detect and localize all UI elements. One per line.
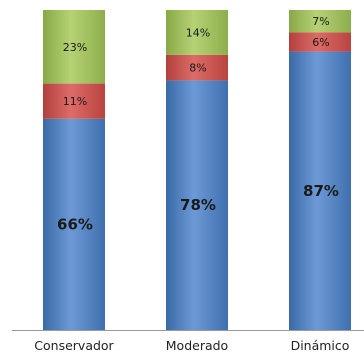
bar-segment-red-dinamico — [289, 32, 351, 52]
bar-segment-green-conservador — [43, 10, 105, 84]
data-label-blue-moderado: 78% — [180, 196, 216, 214]
bar-segment-red-moderado — [166, 54, 228, 81]
bar-segment-green-dinamico — [289, 10, 351, 33]
data-label-blue-dinamico: 87% — [303, 182, 339, 200]
x-tick-label-moderado: Moderado — [166, 338, 228, 353]
data-label-blue-conservador: 66% — [57, 215, 93, 233]
data-label-green-conservador: 23% — [63, 41, 87, 54]
bar-segment-blue-dinamico — [289, 51, 351, 330]
data-label-red-conservador: 11% — [63, 95, 87, 108]
x-tick-label-conservador: Conservador — [34, 338, 114, 353]
data-label-red-dinamico: 6% — [312, 36, 329, 49]
data-label-red-moderado: 8% — [189, 62, 206, 75]
bar-segment-green-moderado — [166, 10, 228, 55]
bar-segment-blue-conservador — [43, 118, 105, 330]
bar-segment-blue-moderado — [166, 80, 228, 331]
x-tick-label-dinamico: Dinámico — [291, 338, 350, 353]
bar-segment-red-conservador — [43, 83, 105, 119]
data-label-green-dinamico: 7% — [312, 15, 329, 28]
data-label-green-moderado: 14% — [186, 26, 210, 39]
